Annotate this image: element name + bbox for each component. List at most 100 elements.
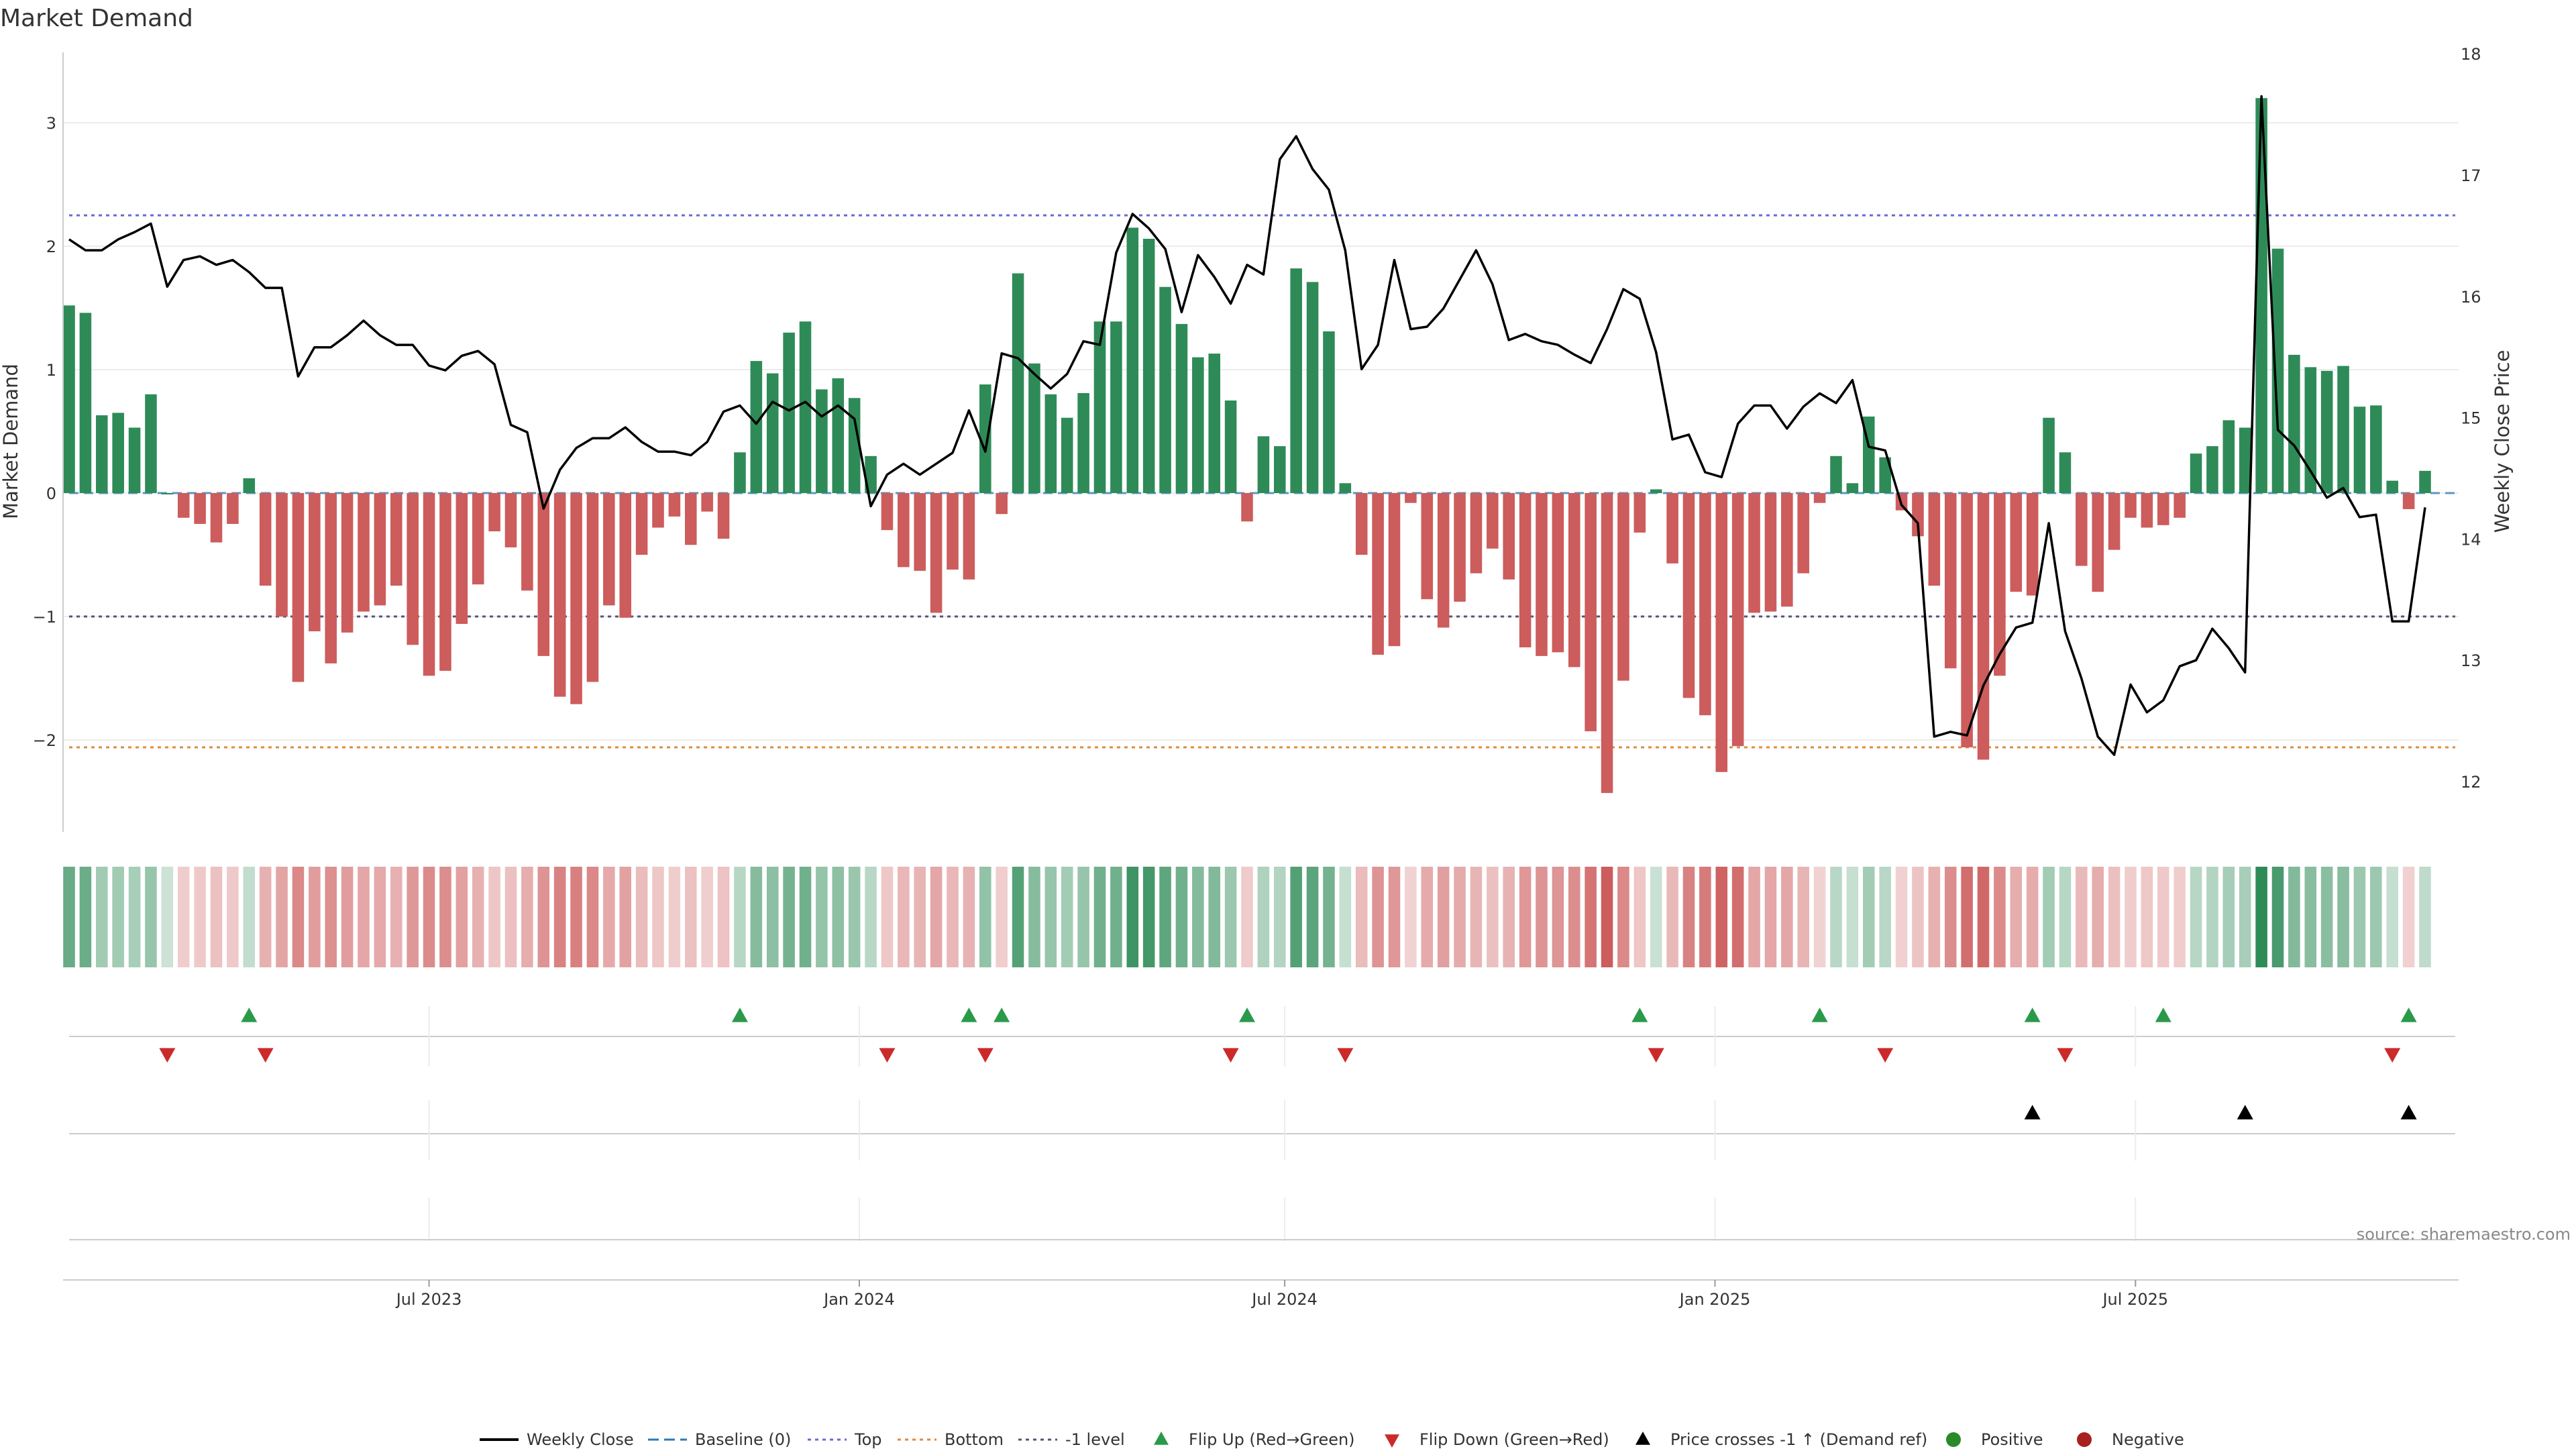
heat-cell — [63, 867, 75, 967]
heat-cell — [341, 867, 354, 967]
demand-bar — [1781, 493, 1793, 607]
demand-bar — [865, 455, 877, 493]
demand-bar — [1944, 493, 1957, 669]
heat-cell — [276, 867, 288, 967]
legend-negative: Negative — [2077, 1430, 2184, 1449]
heat-cell — [2239, 867, 2251, 967]
heat-cell — [734, 867, 746, 967]
heat-cell — [259, 867, 272, 967]
heat-cell — [439, 867, 451, 967]
heat-cell — [1617, 867, 1629, 967]
flip-up-marker — [2155, 1008, 2171, 1022]
demand-bar — [1208, 354, 1221, 493]
heat-cell — [996, 867, 1008, 967]
heat-cell — [1961, 867, 1973, 967]
legend: Weekly Close Baseline (0) Top Bottom -1 leve… — [480, 1430, 2184, 1449]
heat-cell — [1044, 867, 1057, 967]
demand-bar — [2190, 453, 2202, 493]
y-tick-label: 2 — [46, 237, 56, 256]
heat-cell — [1633, 867, 1646, 967]
demand-bar — [2206, 446, 2218, 493]
demand-bar — [1650, 489, 1662, 493]
demand-bar — [586, 493, 599, 682]
heat-cell — [1994, 867, 2006, 967]
y2-tick-label: 12 — [2461, 773, 2481, 792]
demand-bar — [1633, 493, 1646, 533]
demand-bar — [947, 493, 959, 570]
demand-bar — [2304, 367, 2317, 493]
heat-cell — [1175, 867, 1188, 967]
heat-cell — [2190, 867, 2202, 967]
heat-cell — [309, 867, 321, 967]
heat-cell — [979, 867, 991, 967]
demand-bar — [1437, 493, 1450, 628]
demand-bar — [2059, 452, 2072, 493]
heat-cell — [112, 867, 124, 967]
heat-cell — [2222, 867, 2235, 967]
heat-cell — [2320, 867, 2333, 967]
flip-down-marker — [1222, 1048, 1239, 1063]
demand-bar — [341, 493, 354, 633]
weekly-close-polyline — [68, 95, 2426, 756]
flip-up-marker — [2400, 1008, 2417, 1022]
y-axis-left: 3 2 1 0 −1 −2 — [33, 52, 64, 832]
heat-cell — [947, 867, 959, 967]
empty-panel — [69, 1006, 2455, 1241]
demand-bar — [2222, 420, 2235, 493]
flip-down-marker — [879, 1048, 896, 1063]
y-tick-label: 3 — [46, 114, 56, 133]
demand-bar — [2026, 493, 2039, 596]
demand-bar — [1257, 436, 1270, 493]
heat-cell — [1012, 867, 1024, 967]
heat-cell — [1715, 867, 1728, 967]
demand-bar — [1813, 493, 1826, 503]
demand-bar — [930, 493, 943, 613]
price-cross-panel — [69, 1105, 2455, 1134]
heat-cell — [177, 867, 190, 967]
y2-tick-label: 15 — [2461, 409, 2481, 428]
heat-cell — [881, 867, 894, 967]
demand-bar — [423, 493, 435, 676]
demand-bar — [2108, 493, 2121, 550]
demand-bar — [783, 332, 795, 493]
demand-bar — [488, 493, 500, 532]
heat-cell — [1192, 867, 1204, 967]
demand-bar — [1568, 493, 1580, 667]
demand-bar — [2419, 470, 2431, 493]
demand-bar — [1764, 493, 1777, 612]
heat-cell — [799, 867, 812, 967]
demand-bar — [766, 373, 779, 493]
heat-cell — [1323, 867, 1335, 967]
heat-cell — [1159, 867, 1171, 967]
demand-bar — [194, 493, 206, 524]
legend-price-cross-label: Price crosses -1 ↑ (Demand ref) — [1670, 1430, 1927, 1449]
heat-cell — [783, 867, 795, 967]
heat-cell — [652, 867, 664, 967]
demand-bar — [210, 493, 223, 543]
demand-bar — [1355, 493, 1368, 555]
heat-cell — [1306, 867, 1319, 967]
heat-cell — [1585, 867, 1597, 967]
heat-cell — [2255, 867, 2267, 967]
heat-cell — [2271, 867, 2284, 967]
y-tick-label: −1 — [33, 608, 56, 627]
legend-weekly-close-label: Weekly Close — [527, 1430, 634, 1449]
heat-cell — [1536, 867, 1548, 967]
heat-cell — [684, 867, 697, 967]
demand-bar — [259, 493, 272, 586]
heat-cell — [292, 867, 305, 967]
heat-cell — [1487, 867, 1499, 967]
heat-cell — [161, 867, 174, 967]
x-tick-label: Jan 2025 — [1678, 1290, 1751, 1309]
demand-bar — [1012, 273, 1024, 493]
demand-bar — [1405, 493, 1417, 503]
heat-cell — [2010, 867, 2023, 967]
flip-down-marker — [2384, 1048, 2401, 1063]
demand-bar — [1372, 493, 1384, 655]
heat-cell — [832, 867, 845, 967]
demand-bar — [553, 493, 566, 697]
flip-down-marker — [977, 1048, 994, 1063]
heat-cell — [963, 867, 975, 967]
flip-up-marker — [731, 1008, 748, 1022]
heat-cell — [766, 867, 779, 967]
